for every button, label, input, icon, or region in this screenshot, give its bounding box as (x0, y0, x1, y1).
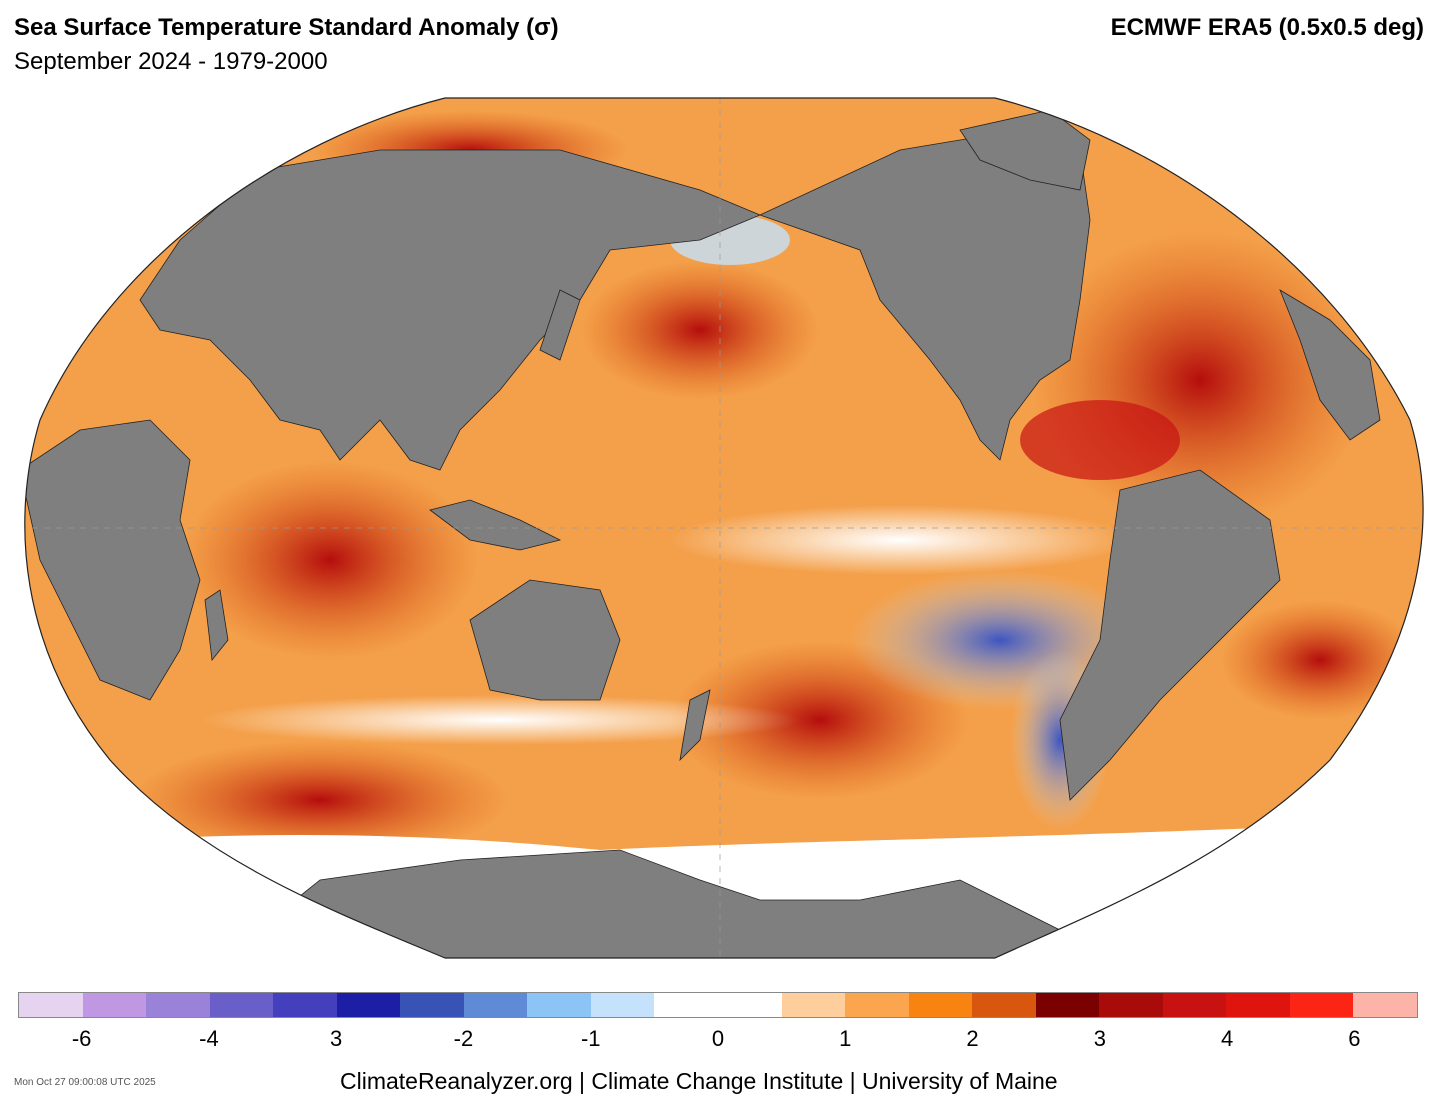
colorbar-swatch (146, 993, 210, 1017)
colorbar-swatch (908, 993, 973, 1017)
colorbar-tick-label: 6 (1348, 1026, 1361, 1051)
colorbar-swatch (1353, 993, 1418, 1017)
equatorial-pacific-neutral-band (670, 505, 1130, 575)
colorbar-tick-label: 3 (1093, 1026, 1106, 1051)
south-atlantic-warm-anomaly (1220, 600, 1420, 720)
colorbar-swatch (209, 993, 274, 1017)
land-europe-north (1279, 289, 1381, 441)
colorbar-swatch (654, 993, 719, 1017)
credit-line: ClimateReanalyzer.org | Climate Change I… (340, 1068, 1058, 1094)
anomaly-map (24, 97, 1424, 959)
colorbar (18, 992, 1418, 1018)
colorbar-tick-label: 2 (966, 1026, 979, 1051)
southern-ocean-warm-anomaly (130, 740, 510, 860)
colorbar-swatch (590, 993, 655, 1017)
land-new-zealand (679, 689, 711, 762)
colorbar-swatch (845, 993, 909, 1017)
map-title: Sea Surface Temperature Standard Anomaly… (14, 14, 559, 41)
caribbean-warm-anomaly (1020, 400, 1180, 480)
colorbar-tick-label: 3 (330, 1026, 343, 1051)
colorbar-ticks: -6 -4 3 -2 -1 0 1 2 3 4 6 (18, 1026, 1418, 1056)
colorbar-swatch (1226, 993, 1290, 1017)
colorbar-swatch (82, 993, 147, 1017)
colorbar-swatch (1162, 993, 1227, 1017)
colorbar-swatch (527, 993, 591, 1017)
colorbar-tick-label: -1 (580, 1026, 601, 1051)
colorbar-swatch (718, 993, 782, 1017)
colorbar-swatch (463, 993, 528, 1017)
colorbar-swatch (336, 993, 401, 1017)
land-africa (24, 419, 201, 701)
colorbar-tick-label: 1 (839, 1026, 852, 1051)
colorbar-swatch (972, 993, 1036, 1017)
land-south-america (1059, 469, 1281, 801)
map-subtitle: September 2024 - 1979-2000 (14, 48, 328, 75)
land-eurasia (139, 149, 762, 471)
land-australia (469, 579, 621, 701)
colorbar-tick-label: -4 (199, 1026, 219, 1051)
map-globe (24, 98, 1424, 958)
southern-ocean-neutral-band (200, 695, 800, 745)
colorbar-swatch (1099, 993, 1163, 1017)
colorbar-tick-label: 0 (711, 1026, 725, 1051)
colorbar-tick-label: -6 (71, 1026, 92, 1051)
dataset-label: ECMWF ERA5 (0.5x0.5 deg) (1110, 14, 1424, 41)
colorbar-swatch (400, 993, 464, 1017)
indian-ocean-warm-anomaly (180, 460, 480, 660)
map-outline (24, 97, 1424, 959)
colorbar-swatch (19, 993, 83, 1017)
timestamp: Mon Oct 27 09:00:08 UTC 2025 (14, 1077, 156, 1088)
land-japan (539, 289, 581, 361)
colorbar-tick-label: -2 (453, 1026, 474, 1051)
colorbar-swatch (1035, 993, 1100, 1017)
colorbar-tick-label: 4 (1220, 1026, 1234, 1051)
north-pacific-warm-anomaly (580, 260, 820, 400)
colorbar-swatch (273, 993, 337, 1017)
colorbar-swatch (781, 993, 846, 1017)
colorbar-swatch (1289, 993, 1354, 1017)
land-madagascar (204, 589, 229, 661)
land-indonesia (429, 499, 562, 551)
